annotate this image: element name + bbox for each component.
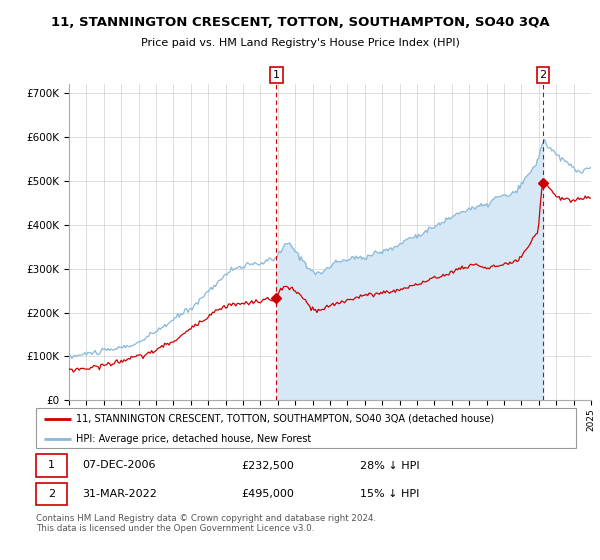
Text: 2: 2: [48, 489, 55, 499]
Text: 2: 2: [539, 70, 547, 80]
Text: £232,500: £232,500: [241, 460, 294, 470]
Text: 11, STANNINGTON CRESCENT, TOTTON, SOUTHAMPTON, SO40 3QA (detached house): 11, STANNINGTON CRESCENT, TOTTON, SOUTHA…: [77, 414, 494, 424]
Text: 31-MAR-2022: 31-MAR-2022: [82, 489, 157, 499]
Text: 1: 1: [273, 70, 280, 80]
Text: £495,000: £495,000: [241, 489, 294, 499]
Text: Contains HM Land Registry data © Crown copyright and database right 2024.
This d: Contains HM Land Registry data © Crown c…: [36, 514, 376, 534]
Text: 07-DEC-2006: 07-DEC-2006: [82, 460, 155, 470]
Text: 11, STANNINGTON CRESCENT, TOTTON, SOUTHAMPTON, SO40 3QA: 11, STANNINGTON CRESCENT, TOTTON, SOUTHA…: [50, 16, 550, 29]
Text: HPI: Average price, detached house, New Forest: HPI: Average price, detached house, New …: [77, 434, 312, 444]
Text: Price paid vs. HM Land Registry's House Price Index (HPI): Price paid vs. HM Land Registry's House …: [140, 38, 460, 48]
Text: 15% ↓ HPI: 15% ↓ HPI: [360, 489, 419, 499]
Text: 1: 1: [48, 460, 55, 470]
Text: 28% ↓ HPI: 28% ↓ HPI: [360, 460, 419, 470]
Bar: [36, 483, 67, 505]
Bar: [36, 454, 67, 477]
